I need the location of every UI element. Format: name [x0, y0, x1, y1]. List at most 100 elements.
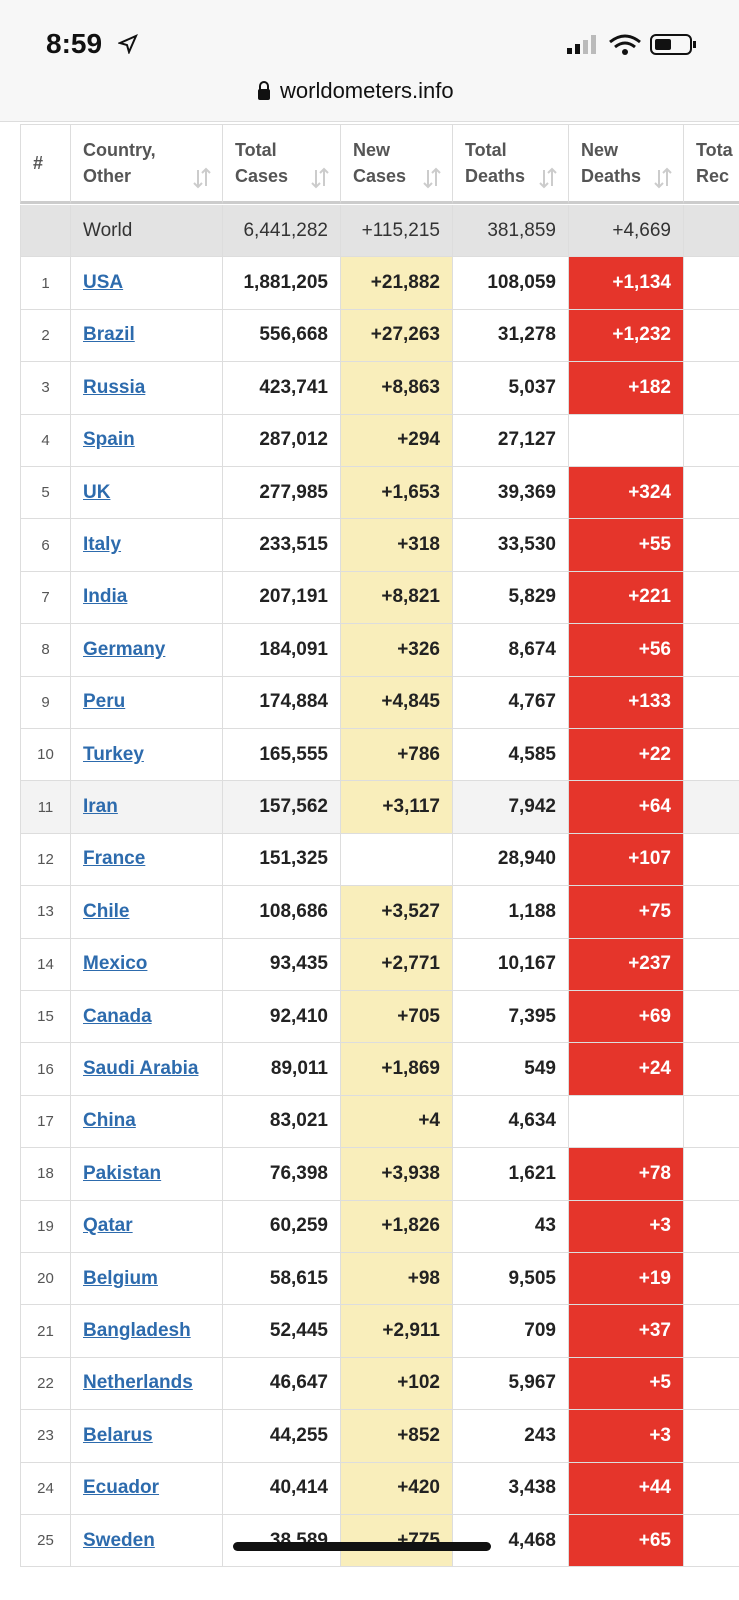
table-cell: Sweden	[71, 1515, 223, 1568]
table-cell: +133	[569, 676, 684, 729]
country-link[interactable]: UK	[83, 481, 111, 503]
country-link[interactable]: India	[83, 586, 128, 608]
country-link[interactable]: USA	[83, 272, 124, 294]
country-link[interactable]: Ecuador	[83, 1477, 160, 1499]
table-cell: 1,188	[453, 886, 569, 939]
world-cell	[20, 205, 71, 258]
country-link[interactable]: Netherlands	[83, 1372, 193, 1394]
table-cell: 39,369	[453, 467, 569, 520]
header-cell[interactable]: Total Cases	[223, 124, 341, 204]
table-cell	[684, 1201, 739, 1253]
country-link[interactable]: Saudi Arabia	[83, 1058, 199, 1080]
table-cell: 43	[453, 1200, 569, 1253]
table-cell: 5,829	[453, 571, 569, 625]
table-cell	[684, 1148, 739, 1201]
table-cell	[684, 677, 739, 729]
country-link[interactable]: Belgium	[83, 1267, 158, 1289]
table-cell: +19	[569, 1253, 684, 1306]
table-cell: +75	[569, 886, 684, 939]
table-cell: +324	[569, 467, 684, 520]
table-cell: 4	[20, 414, 71, 467]
table-cell: 8,674	[453, 624, 569, 677]
header-text: New	[581, 140, 619, 160]
status-icons	[567, 34, 696, 55]
country-link[interactable]: Pakistan	[83, 1162, 162, 1184]
table-cell: 556,668	[223, 309, 341, 363]
url[interactable]: worldometers.info	[280, 78, 454, 103]
sort-icon[interactable]	[422, 167, 442, 189]
table-cell: +64	[569, 781, 684, 834]
country-link[interactable]: Brazil	[83, 324, 135, 346]
table-cell: 5,037	[453, 362, 569, 415]
table-cell: Belgium	[71, 1253, 223, 1306]
table-cell: 93,435	[223, 938, 341, 991]
country-link[interactable]: Mexico	[83, 953, 148, 975]
table-cell: 277,985	[223, 467, 341, 520]
table-cell: +69	[569, 991, 684, 1044]
table-cell: 9	[20, 676, 71, 729]
table-cell: 89,011	[223, 1043, 341, 1096]
sort-icon[interactable]	[192, 167, 212, 189]
country-link[interactable]: Iran	[83, 796, 118, 818]
country-link[interactable]: France	[83, 848, 146, 870]
table-cell: +37	[569, 1305, 684, 1358]
country-link[interactable]: Peru	[83, 691, 126, 713]
header-cell[interactable]: Total Deaths	[453, 124, 569, 204]
country-link[interactable]: Russia	[83, 376, 146, 398]
table-cell: +420	[341, 1462, 453, 1515]
header-text: New	[353, 140, 391, 160]
header-cell[interactable]: New Deaths	[569, 124, 684, 204]
world-cell: +4,669	[569, 205, 684, 258]
header-cell: #	[20, 124, 71, 204]
country-link[interactable]: Chile	[83, 900, 130, 922]
country-link[interactable]: Qatar	[83, 1215, 133, 1237]
country-link[interactable]: Canada	[83, 1005, 152, 1027]
table-cell: +3	[569, 1410, 684, 1463]
header-text: Total	[235, 140, 277, 160]
table-cell: +852	[341, 1410, 453, 1463]
table-cell: 23	[20, 1410, 71, 1463]
country-link[interactable]: Germany	[83, 638, 166, 660]
country-link[interactable]: Bangladesh	[83, 1320, 191, 1342]
table-cell: Ecuador	[71, 1462, 223, 1515]
table-cell: Saudi Arabia	[71, 1043, 223, 1096]
table-cell	[684, 1463, 739, 1515]
table-cell: 3,438	[453, 1462, 569, 1515]
table-cell: 549	[453, 1043, 569, 1096]
country-link[interactable]: Sweden	[83, 1529, 155, 1551]
table-cell: +8,863	[341, 362, 453, 415]
sort-icon[interactable]	[310, 167, 330, 189]
country-link[interactable]: Turkey	[83, 743, 144, 765]
table-cell: Bangladesh	[71, 1305, 223, 1358]
table-cell: 31,278	[453, 309, 569, 363]
table-cell: 25	[20, 1515, 71, 1568]
world-cell: World	[71, 205, 223, 258]
table-cell: France	[71, 833, 223, 887]
sort-icon[interactable]	[653, 167, 673, 189]
table-cell: +775	[341, 1515, 453, 1568]
table-cell: Turkey	[71, 729, 223, 782]
country-link[interactable]: Spain	[83, 429, 135, 451]
table-cell: +3,527	[341, 886, 453, 939]
header-text: Rec	[696, 166, 730, 186]
sort-icon[interactable]	[538, 167, 558, 189]
table-cell: USA	[71, 257, 223, 310]
table-cell: 165,555	[223, 729, 341, 782]
header-text: #	[33, 153, 44, 173]
country-link[interactable]: Belarus	[83, 1424, 153, 1446]
country-link[interactable]: China	[83, 1110, 136, 1132]
table-cell	[684, 572, 739, 625]
table-cell: +27,263	[341, 309, 453, 363]
header-cell[interactable]: Country, Other	[71, 124, 223, 204]
table-cell: 11	[20, 781, 71, 834]
country-link[interactable]: Italy	[83, 534, 122, 556]
table-cell: +705	[341, 991, 453, 1044]
table-cell: +237	[569, 938, 684, 991]
table-cell: 16	[20, 1043, 71, 1096]
header-cell[interactable]: Tota Rec	[684, 124, 739, 204]
header-text: Deaths	[465, 166, 526, 186]
time: 8:59	[46, 28, 103, 59]
header-cell[interactable]: New Cases	[341, 124, 453, 204]
table-cell	[684, 1410, 739, 1463]
table-cell	[684, 1358, 739, 1411]
